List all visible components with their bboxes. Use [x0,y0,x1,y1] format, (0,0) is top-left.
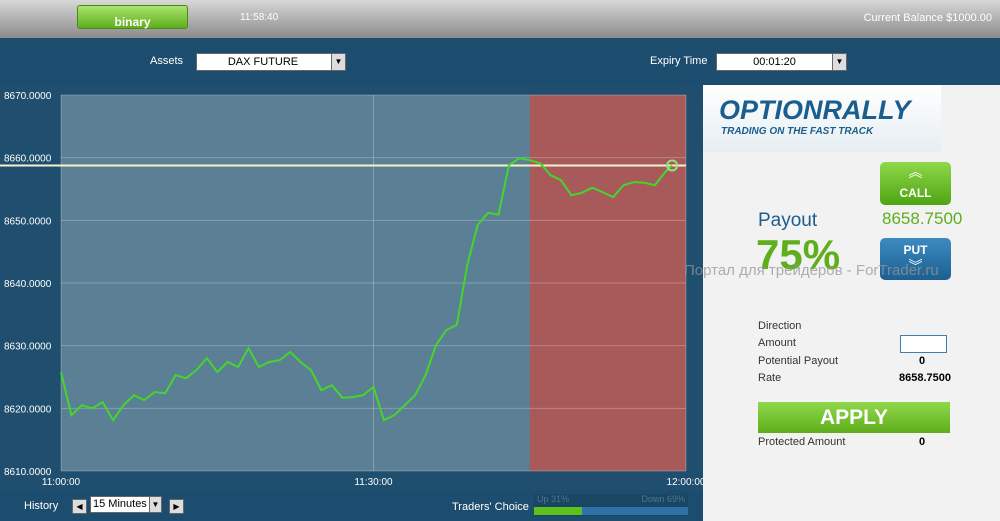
down-label: Down 69% [641,494,685,504]
direction-label: Direction [758,320,802,332]
traders-bar: Up 31% Down 69% [534,494,688,516]
call-rate: 8658.7500 [882,209,963,228]
traders-label: Traders' Choice [452,501,529,513]
asset-value: DAX FUTURE [227,56,299,68]
potential-value: 0 [919,355,926,367]
y-tick-label: 8620.0000 [4,404,52,415]
y-tick-label: 8610.0000 [4,467,52,478]
history-label: History [24,500,59,512]
y-tick-label: 8630.0000 [4,342,52,353]
tagline: TRADING ON THE FAST TRACK [721,126,874,137]
y-tick-label: 8640.0000 [4,279,52,290]
logo: OPTIONRALLY TRADING ON THE FAST TRACK [703,85,941,152]
amount-label: Amount [758,337,796,349]
clock: 11:58:40 [240,12,279,23]
y-tick-label: 8660.0000 [4,154,52,165]
next-button[interactable]: ▶ [169,499,184,514]
dropdown-arrow: ▼ [832,54,846,70]
current-point [666,159,679,172]
up-bar [534,507,582,515]
dropdown-arrow: ▼ [331,54,345,70]
x-tick-label: 12:00:00 [667,477,703,488]
down-bar [534,507,688,515]
up-label: Up 31% [537,494,570,504]
amount-input[interactable] [900,335,947,353]
expiry-zone [529,95,686,471]
mode-button[interactable]: binary [77,5,188,29]
assets-label: Assets [150,55,184,67]
history-select[interactable]: 15 Minutes ▼ [90,496,162,513]
watermark: Портал для трейдеров - ForTrader.ru [684,262,939,279]
history-value: 15 Minutes [93,498,147,510]
x-tick-label: 11:30:00 [354,477,393,488]
chart: 8610.0000 8620.0000 8630.0000 8640.0000 8650… [0,85,703,490]
rate-value: 8658.7500 [899,372,951,384]
balance: Current Balance $1000.00 [863,12,992,24]
y-tick-label: 8670.0000 [4,91,52,102]
payout: 75% [756,231,841,278]
protected-value: 0 [919,436,926,448]
footer: History ◀ 15 Minutes ▼ ▶ Traders' Choice … [0,490,703,521]
call-arrow: ︽ [908,164,923,180]
trade-panel: OPTIONRALLY TRADING ON THE FAST TRACK ︽ … [703,85,1000,521]
expiry-select[interactable]: 00:01:20 ▼ [716,53,847,71]
asset-select[interactable]: DAX FUTURE ▼ [196,53,346,71]
toolbar: Assets DAX FUTURE ▼ Expiry Time 00:01:20 ▼ [0,38,1000,85]
expiry-label: Expiry Time [650,55,708,67]
put-label: PUT [903,243,928,257]
protected-label: Protected Amount [758,436,846,448]
rate-label: Rate [758,372,782,384]
price-line [60,157,673,423]
call-button[interactable]: ︽ CALL [880,162,951,205]
prev-button[interactable]: ◀ [72,499,87,514]
apply-button[interactable]: APPLY [758,402,950,433]
top-bar: binary 11:58:40 Current Balance $1000.00 [0,0,1000,38]
expiry-value: 00:01:20 [753,56,796,68]
y-tick-label: 8650.0000 [4,216,52,227]
payout-label: Payout [758,210,818,231]
potential-label: Potential Payout [758,355,839,367]
put-button[interactable]: PUT ︾ [880,238,951,280]
put-arrow: ︾ [908,258,923,274]
dropdown-arrow: ▼ [149,497,161,512]
logo-text: OPTIONRALLY [719,95,911,125]
call-label: CALL [899,186,932,200]
x-tick-label: 11:00:00 [42,477,81,488]
